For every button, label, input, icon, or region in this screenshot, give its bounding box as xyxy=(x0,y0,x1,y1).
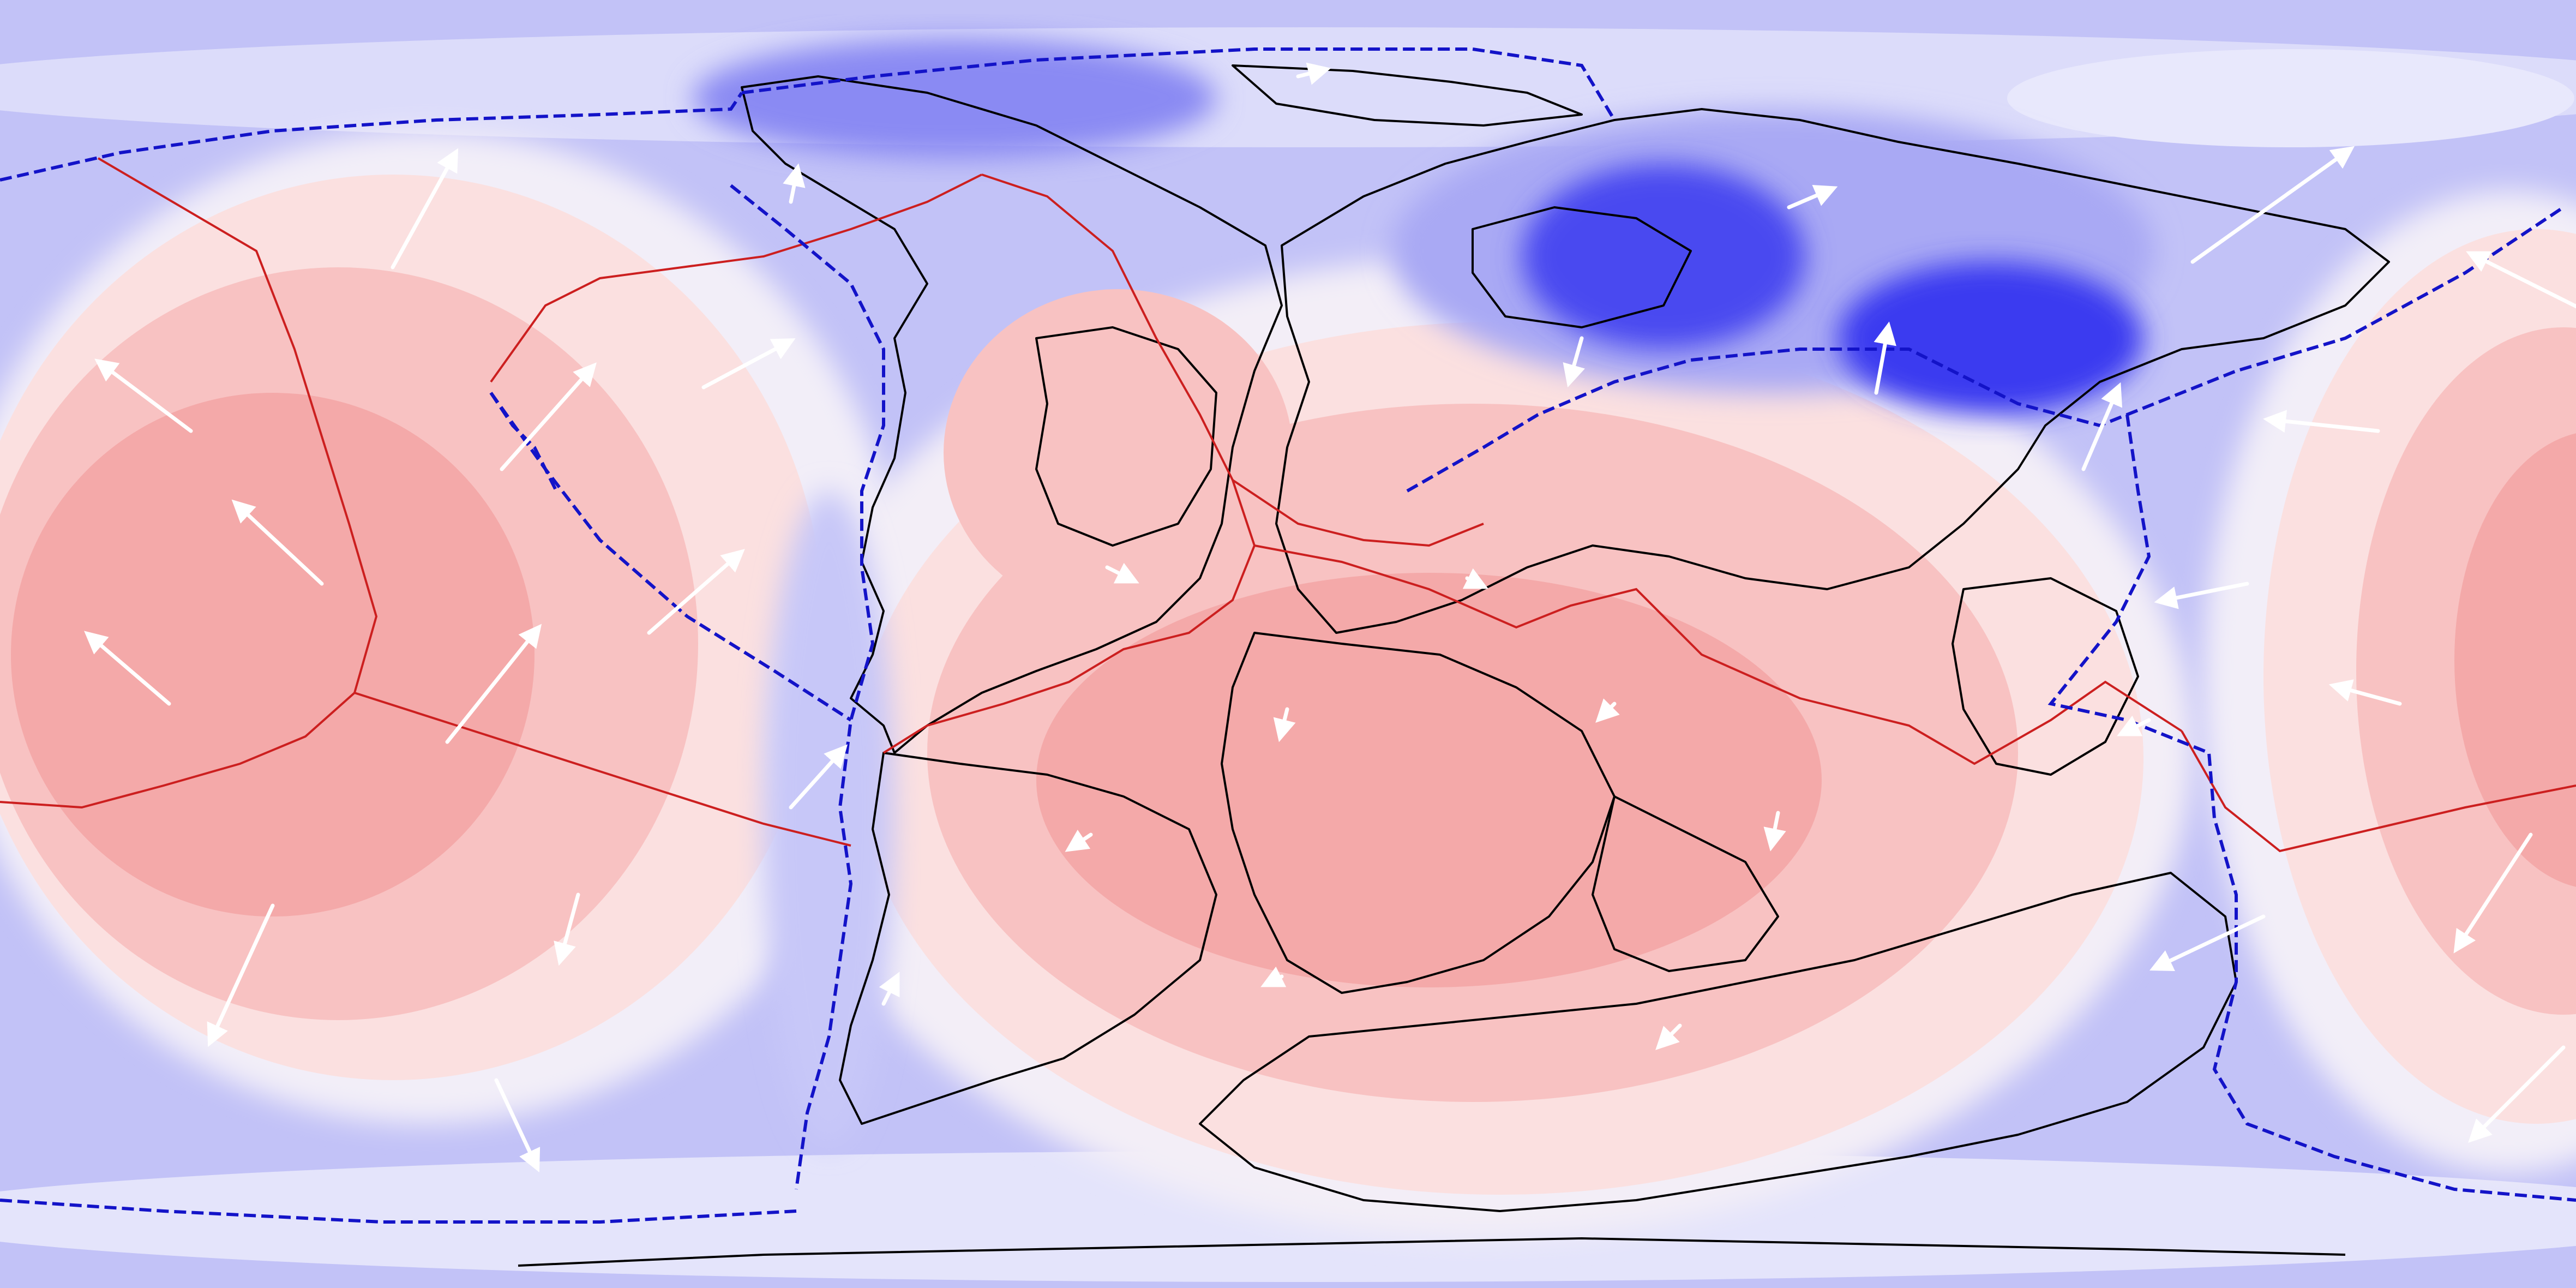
velocity-arrow xyxy=(2081,382,2123,471)
velocity-arrow xyxy=(84,631,171,706)
ridge-pacific-north xyxy=(490,173,982,383)
field-zone-north-mid xyxy=(693,38,1216,158)
ridge-central xyxy=(1232,479,1484,547)
velocity-arrows xyxy=(84,62,2576,1173)
velocity-arrow xyxy=(2263,410,2380,433)
velocity-arrow xyxy=(1763,811,1786,852)
field-contours xyxy=(0,27,2576,1282)
velocity-arrow xyxy=(1462,568,1488,589)
coastline-greenland xyxy=(1035,326,1217,547)
velocity-arrow xyxy=(445,624,542,744)
field-zone-east-strong xyxy=(2454,433,2576,887)
velocity-arrow xyxy=(2468,1045,2566,1143)
velocity-arrow xyxy=(2154,582,2249,609)
coastline-africa xyxy=(1221,632,1616,994)
ridge-atlantic xyxy=(882,173,1256,754)
velocity-arrow xyxy=(2149,914,2266,971)
ridge-west-pacific xyxy=(0,157,378,809)
field-zone-asia-strong xyxy=(1522,164,1805,349)
field-zone-greenland-mid xyxy=(944,289,1293,616)
velocity-arrow xyxy=(1563,336,1585,388)
velocity-arrow xyxy=(879,972,900,1006)
field-zone-west-strong xyxy=(11,393,535,916)
field-zone-central-strong xyxy=(1036,573,1822,987)
field-zone-subduction-west-mid xyxy=(764,491,894,1146)
subduction-zones xyxy=(0,47,2576,1224)
subduction-west-pacific-short xyxy=(489,392,558,492)
coastlines xyxy=(518,64,2390,1267)
ridge-east xyxy=(2181,730,2576,853)
subduction-arctic xyxy=(741,47,1616,121)
velocity-arrow xyxy=(1874,321,1896,395)
velocity-arrow xyxy=(1595,698,1620,723)
velocity-arrow xyxy=(231,499,324,586)
velocity-arrow xyxy=(783,163,806,204)
velocity-arrow xyxy=(789,744,848,810)
velocity-arrow xyxy=(94,358,193,433)
velocity-arrow xyxy=(2117,715,2151,736)
velocity-arrow xyxy=(2190,146,2355,264)
velocity-arrow xyxy=(1273,707,1296,742)
velocity-arrow xyxy=(1655,1023,1682,1050)
ridge-tethys xyxy=(1254,544,2183,765)
coastline-siberia-interior xyxy=(1472,206,1692,328)
coastline-arctic-island xyxy=(1232,64,1583,127)
velocity-arrow xyxy=(500,362,597,471)
subduction-south-atlantic xyxy=(0,1199,797,1224)
velocity-arrow xyxy=(647,549,745,635)
coastline-australia-antarctica xyxy=(1199,872,2237,1212)
subduction-pacific-arc xyxy=(489,392,852,722)
subduction-americas-west xyxy=(730,184,885,1190)
field-zone-north-light xyxy=(0,27,2576,147)
velocity-arrow xyxy=(2328,679,2402,706)
coastline-antarctica-rim xyxy=(518,1237,2346,1267)
coastline-south-america xyxy=(839,752,1217,1125)
field-zone-asia-strong-2 xyxy=(1838,262,2143,415)
velocity-arrow xyxy=(1787,184,1838,209)
velocity-arrow xyxy=(2466,251,2576,309)
coastline-south-china xyxy=(1951,577,2139,776)
ridge-boundaries xyxy=(0,157,2576,853)
velocity-arrow xyxy=(2453,832,2533,954)
velocity-arrow xyxy=(554,892,580,966)
velocity-arrow xyxy=(1105,562,1139,584)
coastline-europe-asia xyxy=(1275,108,2390,634)
velocity-arrow xyxy=(207,903,275,1047)
velocity-arrow xyxy=(1065,829,1093,852)
ridge-pacific-south xyxy=(354,692,851,847)
subduction-asia-south xyxy=(1406,206,2565,493)
velocity-arrow xyxy=(391,148,459,269)
subduction-north-pacific xyxy=(0,92,743,182)
coastline-india xyxy=(1592,795,1779,972)
velocity-arrow xyxy=(1260,966,1287,987)
velocity-arrow xyxy=(1296,62,1331,85)
field-zone-northeast-light xyxy=(2007,49,2574,147)
velocity-arrow xyxy=(494,1078,541,1173)
velocity-arrow xyxy=(701,338,796,390)
subduction-east-asia xyxy=(2047,414,2576,1202)
